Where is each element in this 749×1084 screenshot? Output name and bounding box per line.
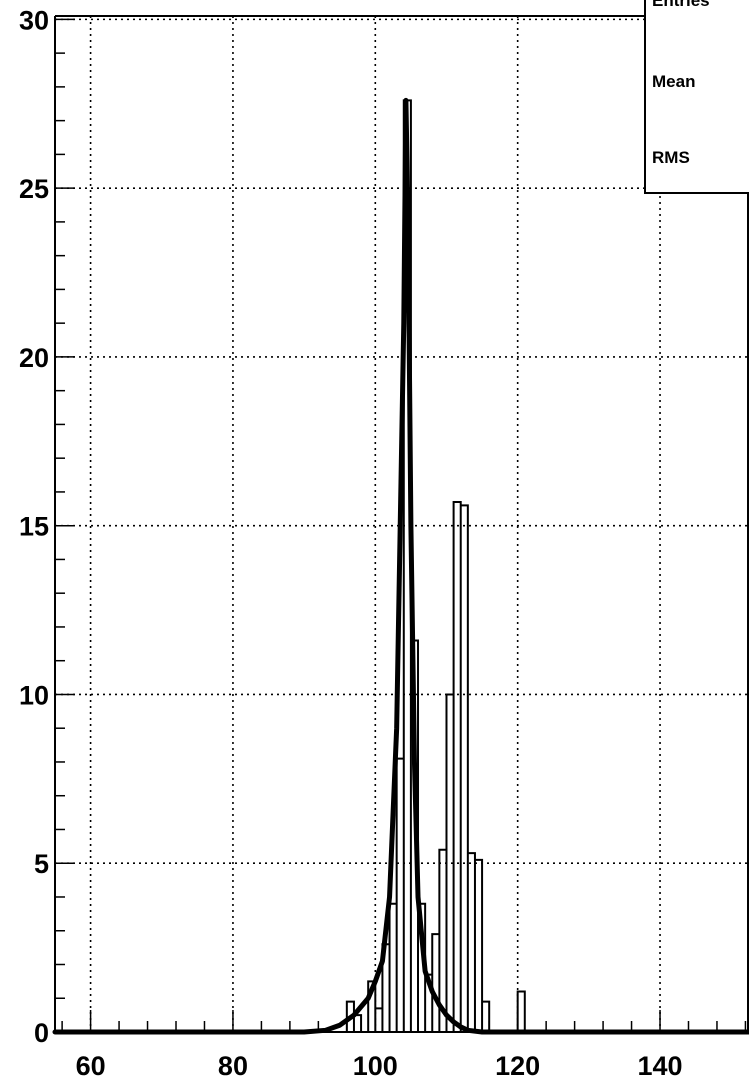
stats-label-entries: Entries bbox=[652, 0, 710, 10]
histogram-bin-6 bbox=[390, 904, 397, 1032]
histogram-bin-17 bbox=[468, 853, 475, 1032]
x-tick-label-80: 80 bbox=[218, 1051, 248, 1081]
histogram-bin-12 bbox=[432, 934, 439, 1032]
x-tick-label-100: 100 bbox=[353, 1051, 398, 1081]
fit-curve-line bbox=[52, 97, 749, 1035]
histogram-bin-1 bbox=[354, 1015, 361, 1032]
y-tick-label-30: 30 bbox=[19, 5, 49, 35]
axes: 0 5 10 15 20 25 30 60 80 100 120 140 bbox=[19, 5, 749, 1081]
histogram-bin-21 bbox=[518, 991, 525, 1032]
histogram-bin-18 bbox=[475, 860, 482, 1032]
grid-lines bbox=[55, 16, 749, 1032]
y-tick-label-15: 15 bbox=[19, 512, 49, 542]
histogram-bin-4 bbox=[375, 1008, 382, 1032]
histogram-bin-14 bbox=[446, 694, 453, 1032]
histogram-bin-19 bbox=[482, 1002, 489, 1032]
histogram-bin-16 bbox=[461, 505, 468, 1032]
y-tick-label-0: 0 bbox=[34, 1018, 49, 1048]
stats-box-frame bbox=[644, 0, 749, 194]
y-tick-label-20: 20 bbox=[19, 343, 49, 373]
stats-box: Entries Mean RMS bbox=[644, 0, 749, 194]
stats-label-rms: RMS bbox=[652, 148, 690, 167]
y-tick-label-25: 25 bbox=[19, 174, 49, 204]
x-tick-label-140: 140 bbox=[637, 1051, 682, 1081]
histogram-bin-7 bbox=[397, 759, 404, 1032]
x-tick-label-120: 120 bbox=[495, 1051, 540, 1081]
x-tick-label-60: 60 bbox=[76, 1051, 106, 1081]
fit-curve-series bbox=[52, 97, 749, 1035]
y-tick-label-10: 10 bbox=[19, 680, 49, 710]
histogram-bin-15 bbox=[454, 502, 461, 1032]
stats-label-mean: Mean bbox=[652, 72, 695, 91]
y-tick-label-5: 5 bbox=[34, 849, 49, 879]
